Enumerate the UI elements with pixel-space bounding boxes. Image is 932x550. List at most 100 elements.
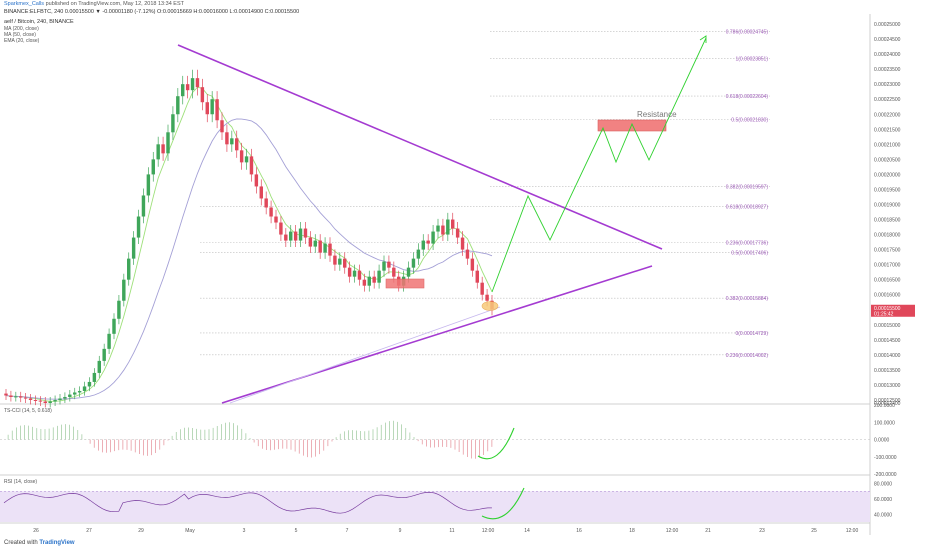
candle-body — [284, 234, 288, 241]
candle-body — [279, 222, 283, 235]
candle-body — [470, 258, 475, 271]
time-axis-label: 16 — [576, 528, 582, 534]
candle-body — [382, 261, 386, 271]
fib-level-label: 0.618(0.00022604) — [726, 94, 769, 100]
candle-body — [333, 255, 337, 265]
price-tick-label: 0.00019500 — [874, 187, 901, 193]
candle-body — [239, 150, 244, 163]
candle-body — [475, 270, 479, 283]
ema-20-line — [5, 86, 493, 402]
candle-body — [38, 400, 43, 402]
candle-body — [195, 78, 200, 88]
candle-body — [416, 249, 421, 259]
candle-body — [215, 99, 219, 121]
tradingview-logo[interactable]: TradingView — [39, 540, 75, 546]
footer: Created with TradingView — [4, 540, 75, 546]
time-axis-label: 25 — [811, 528, 817, 534]
candle-body — [156, 144, 160, 160]
fib-level-label: 0(0.00014729) — [735, 331, 768, 337]
projection-arrowhead — [699, 35, 707, 43]
price-tick-label: 0.00016000 — [874, 293, 901, 299]
price-tick-label: 0.00020000 — [874, 172, 901, 178]
price-tick-label: 0.00015000 — [874, 323, 901, 329]
time-axis-label: 12:00 — [482, 528, 495, 534]
price-tick-label: 0.00024500 — [874, 37, 901, 43]
cci-projection-curve — [477, 427, 515, 460]
fib-level-label: 1(0.00023851) — [735, 57, 768, 63]
candle-body — [190, 78, 195, 91]
candle-body — [318, 240, 322, 253]
author-link[interactable]: Sparkmex_Calls — [4, 1, 45, 7]
countdown-label: 01:25:42 — [874, 311, 894, 317]
candle-body — [43, 401, 47, 403]
candle-body — [244, 156, 249, 163]
price-tick-label: 0.00023000 — [874, 82, 901, 88]
candle-body — [171, 114, 175, 133]
candle-body — [274, 216, 278, 223]
price-tick-label: 0.00024000 — [874, 52, 901, 58]
candle-body — [117, 300, 121, 319]
price-tick-label: 0.00021500 — [874, 127, 901, 133]
fib-level-label: 0.618(0.00018927) — [726, 205, 769, 211]
fib-level-label: 0.786(0.00024745) — [726, 30, 769, 36]
candle-body — [107, 333, 111, 349]
candle-body — [161, 144, 165, 154]
cci-title: TS-CCI (14, 5, 0.618) — [4, 408, 52, 414]
chart-title: aelf / Bitcoin, 240, BINANCE — [4, 19, 74, 25]
time-axis-label: 18 — [629, 528, 635, 534]
resistance-label: Resistance — [637, 110, 677, 119]
candle-body — [485, 294, 489, 301]
fib-level-label: 0.236(0.00017736) — [726, 241, 769, 247]
time-axis-label: 14 — [524, 528, 530, 534]
price-tick-label: 0.00016500 — [874, 278, 901, 284]
candle-body — [480, 282, 484, 295]
time-axis-label: 21 — [705, 528, 711, 534]
candle-body — [372, 276, 376, 283]
time-axis-label: 3 — [243, 528, 246, 534]
candle-body — [97, 360, 101, 373]
candle-body — [249, 156, 254, 175]
candle-body — [220, 120, 224, 133]
time-axis-label: 12:00 — [846, 528, 859, 534]
candle-body — [210, 99, 214, 115]
cci-tick-label: 100.0000 — [874, 420, 895, 426]
candle-body — [259, 186, 263, 199]
candle-body — [352, 270, 357, 277]
candle-body — [58, 398, 62, 400]
time-axis-label: 7 — [346, 528, 349, 534]
cci-tick-label: -200.0000 — [874, 472, 897, 478]
candle-body — [338, 258, 342, 265]
candle-body — [23, 397, 28, 399]
candle-body — [254, 174, 259, 187]
candle-body — [308, 237, 313, 247]
candle-body — [323, 243, 327, 253]
candle-body — [68, 394, 72, 397]
candle-body — [328, 243, 332, 256]
candle-body — [303, 228, 308, 238]
candle-body — [146, 174, 151, 196]
candle-body — [377, 270, 381, 283]
price-tick-label: 0.00022000 — [874, 112, 901, 118]
candle-body — [293, 231, 298, 241]
candle-body — [436, 225, 440, 232]
indicator-legend: MA (50, close) — [4, 32, 36, 38]
footer-text: Created with — [4, 540, 38, 546]
candle-body — [225, 132, 229, 145]
time-axis-label: 27 — [86, 528, 92, 534]
rsi-line — [3, 491, 492, 514]
ma-200-line — [229, 306, 501, 404]
candle-body — [347, 267, 352, 277]
time-axis-label: May — [185, 528, 195, 534]
candle-body — [82, 386, 87, 391]
candle-body — [343, 258, 347, 268]
candle-body — [205, 102, 209, 115]
candle-body — [53, 399, 57, 402]
rsi-tick-label: 60.0000 — [874, 497, 892, 503]
rsi-band — [0, 491, 870, 522]
candle-body — [4, 393, 8, 396]
time-axis-label: 12:00 — [666, 528, 679, 534]
projection-path — [491, 37, 707, 293]
fib-level-label: 0.382(0.00019597) — [726, 185, 769, 191]
price-tick-label: 0.00013000 — [874, 383, 901, 389]
